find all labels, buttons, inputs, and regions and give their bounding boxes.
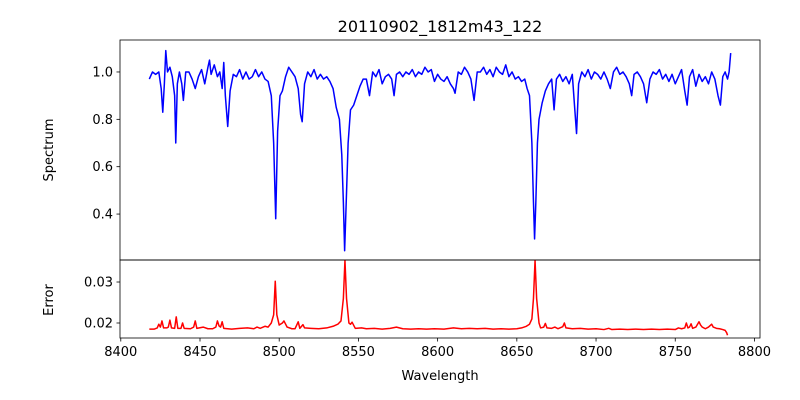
error-axes: 0.02 0.03 8400 8450 8500 8550 8600 8650 8700 8750… (84, 259, 771, 360)
x-tick-label: 8400 (104, 345, 137, 360)
x-axis-label: Wavelength (401, 369, 478, 384)
error-line (149, 259, 729, 336)
x-tick-label: 8800 (738, 345, 771, 360)
x-tick-label: 8450 (183, 345, 216, 360)
error-y-label: Error (42, 284, 57, 316)
spectrum-y-label: Spectrum (42, 119, 57, 182)
y-tick-label: 0.03 (84, 276, 113, 291)
x-tick-label: 8750 (659, 345, 692, 360)
y-tick-label: 0.8 (92, 113, 113, 128)
x-tick-label: 8650 (500, 345, 533, 360)
spectrum-line (148, 49, 732, 252)
axes-frame (119, 259, 761, 339)
x-tick-label: 8500 (263, 345, 296, 360)
x-tick-label: 8600 (421, 345, 454, 360)
y-tick-label: 1.0 (92, 65, 113, 80)
x-tick-label: 8700 (579, 345, 612, 360)
spectrum-axes: 0.4 0.6 0.8 1.0 (92, 39, 761, 261)
x-tick-label: 8550 (342, 345, 375, 360)
y-tick-label: 0.6 (92, 160, 113, 175)
y-tick-label: 0.02 (84, 316, 113, 331)
y-tick-label: 0.4 (92, 208, 113, 223)
chart-title: 20110902_1812m43_122 (338, 17, 543, 37)
